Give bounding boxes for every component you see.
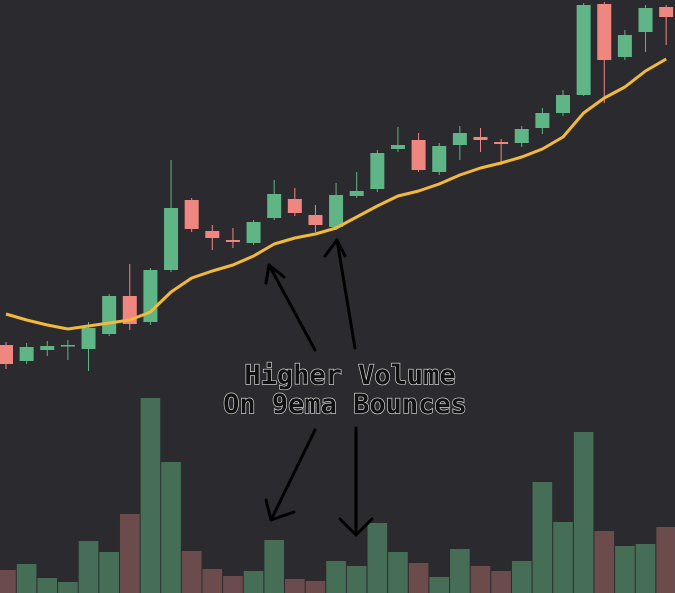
candle-body [225, 240, 240, 242]
candle-body [287, 199, 302, 213]
candle-body [19, 347, 34, 361]
volume-bar [223, 576, 243, 593]
annotation: Higher Volume [244, 360, 455, 391]
volume-bar [161, 462, 181, 593]
ema-line [5, 57, 667, 331]
volume-bar [264, 540, 285, 593]
candle-body [617, 35, 632, 57]
volume-bar [16, 564, 37, 593]
volume-bar [326, 561, 346, 593]
candle-body [349, 191, 364, 196]
candle-body [494, 142, 509, 144]
volume-bar [305, 581, 326, 593]
candle-body [576, 5, 591, 95]
candle-body [535, 113, 550, 128]
volume-bar [285, 579, 305, 593]
volume-bar [0, 570, 16, 593]
volume-bar [37, 578, 58, 593]
candle-body [205, 231, 220, 238]
volume-bar [511, 561, 532, 593]
candle-body [370, 153, 385, 189]
arrow [264, 428, 317, 522]
candle-body [329, 195, 344, 227]
volume-bar [429, 577, 450, 593]
volume-bar [119, 514, 140, 593]
volume-bar [553, 522, 573, 593]
candle-body [184, 200, 199, 229]
candle-body [40, 346, 55, 350]
candle-body [556, 95, 571, 113]
candle-body [473, 137, 488, 140]
candle-body [102, 296, 117, 334]
volume-bar [594, 531, 615, 593]
candle-body [122, 296, 137, 324]
volume-bar [58, 582, 78, 593]
candle-body [432, 146, 447, 172]
candle-body [0, 345, 13, 364]
candle-body [638, 8, 653, 32]
volume-bar [656, 527, 675, 593]
arrow [323, 238, 357, 350]
volume-bar [573, 432, 594, 593]
candle-body [267, 194, 282, 218]
candle-body [81, 328, 96, 349]
volume-bar [408, 563, 429, 593]
candle-body [308, 215, 323, 225]
volume-bar [243, 571, 264, 593]
volume-bar [615, 546, 635, 593]
candle-body [164, 208, 179, 270]
arrow [338, 426, 374, 537]
price-panel [0, 2, 674, 371]
volume-bar [181, 551, 202, 593]
volume-bar [140, 398, 161, 593]
arrow [264, 263, 317, 352]
arrows [264, 238, 374, 537]
candle-body [514, 129, 529, 143]
annotation: On 9ema Bounces [223, 389, 467, 420]
candle-body [411, 140, 426, 170]
volume-panel [0, 398, 675, 593]
volume-bar [99, 552, 119, 593]
candle-body [246, 222, 261, 243]
volume-bar [202, 569, 223, 593]
volume-bar [491, 571, 511, 593]
volume-bar [635, 544, 656, 593]
volume-bar [470, 566, 491, 593]
candle-body [390, 145, 405, 149]
candle-body [452, 133, 467, 145]
candle-body [60, 345, 75, 347]
candle-body [659, 7, 674, 17]
candle-body [597, 4, 612, 60]
volume-bar [532, 482, 553, 593]
volume-bar [78, 541, 99, 593]
volume-bar [346, 566, 367, 593]
volume-bar [450, 549, 470, 593]
volume-bar [388, 552, 408, 593]
volume-bar [367, 523, 388, 593]
